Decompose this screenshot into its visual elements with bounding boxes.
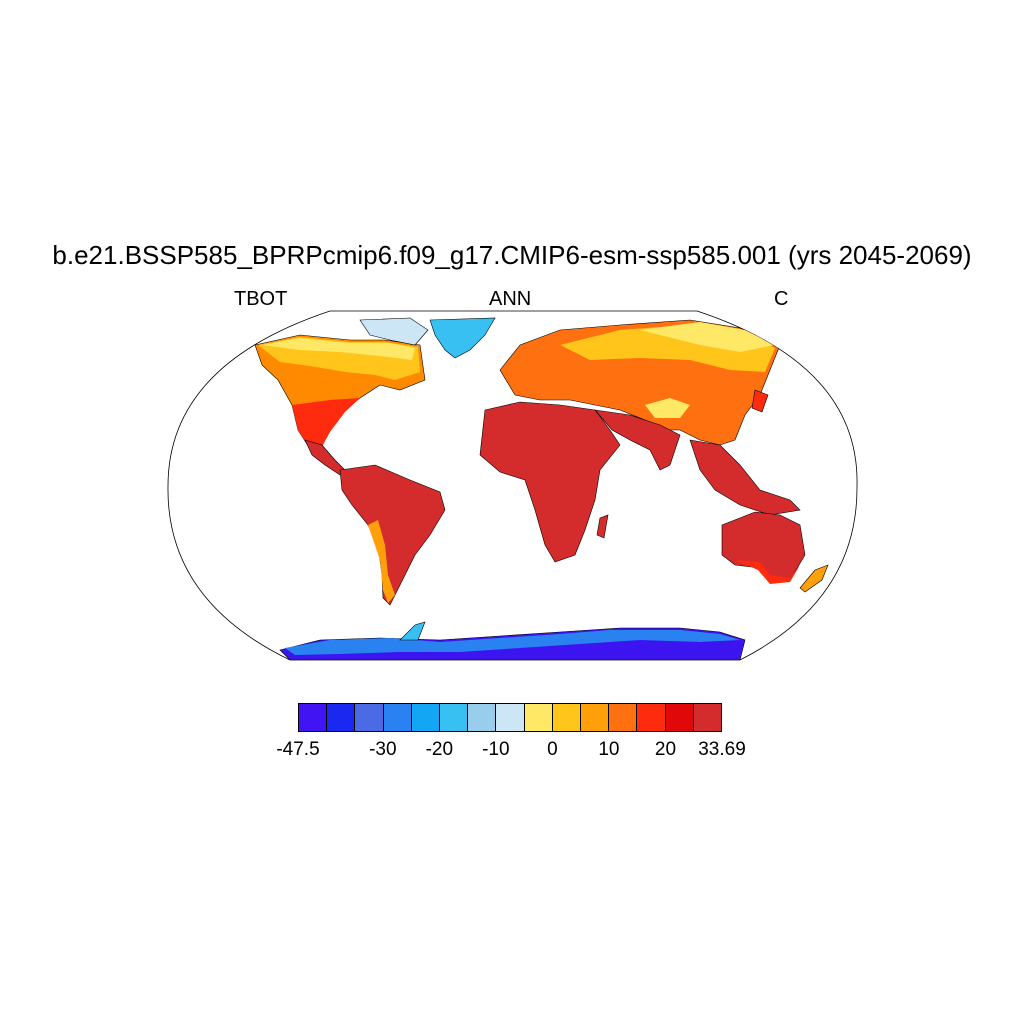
japan-islands	[751, 389, 769, 413]
antarctica-coast-band	[285, 630, 740, 655]
andes-cool-strip	[368, 520, 395, 603]
colorbar-box	[665, 704, 694, 731]
colorbar-box	[693, 704, 722, 731]
colorbar-box	[440, 704, 469, 731]
colorbar-box	[299, 704, 328, 731]
arabia-india-landmass	[594, 409, 681, 471]
season-label: ANN	[489, 288, 532, 310]
arctic-islands	[359, 317, 429, 346]
colorbar	[298, 703, 722, 732]
colorbar-tick-label: 33.69	[698, 739, 746, 760]
colorbar-box	[524, 704, 553, 731]
colorbar-box	[552, 704, 582, 731]
greenland-landmass	[429, 317, 496, 359]
colorbar-tick-label: 10	[598, 739, 620, 760]
southeast-asia-landmass	[689, 439, 801, 516]
units-label: C	[774, 288, 789, 310]
colorbar-box	[383, 704, 412, 731]
colorbar-box	[355, 704, 384, 731]
colorbar-tick-label: 0	[547, 739, 558, 760]
variable-label: TBOT	[234, 288, 288, 310]
north-america-south-band	[292, 398, 360, 452]
colorbar-tick-label: -30	[369, 739, 397, 760]
colorbar-box	[468, 704, 497, 731]
south-australia-band	[735, 560, 800, 584]
plot-title: b.e21.BSSP585_BPRPcmip6.f09_g17.CMIP6-es…	[52, 240, 972, 270]
africa-landmass	[479, 401, 621, 563]
colorbar-tick-label: -47.5	[276, 739, 320, 760]
colorbar-box	[327, 704, 356, 731]
colorbar-box	[637, 704, 666, 731]
colorbar-box	[496, 704, 525, 731]
colorbar-box	[411, 704, 441, 731]
colorbar-tick-label: -20	[425, 739, 454, 760]
madagascar	[596, 514, 609, 539]
colorbar-tick-label: -10	[482, 739, 510, 760]
north-america-arctic-band	[262, 338, 415, 360]
new-zealand	[799, 564, 829, 593]
colorbar-box	[609, 704, 638, 731]
tibet-plateau	[645, 398, 690, 418]
arctic-asia-band	[640, 322, 775, 352]
antarctica-peninsula	[399, 621, 426, 641]
colorbar-box	[581, 704, 610, 731]
colorbar-tick-label: 20	[654, 739, 677, 760]
